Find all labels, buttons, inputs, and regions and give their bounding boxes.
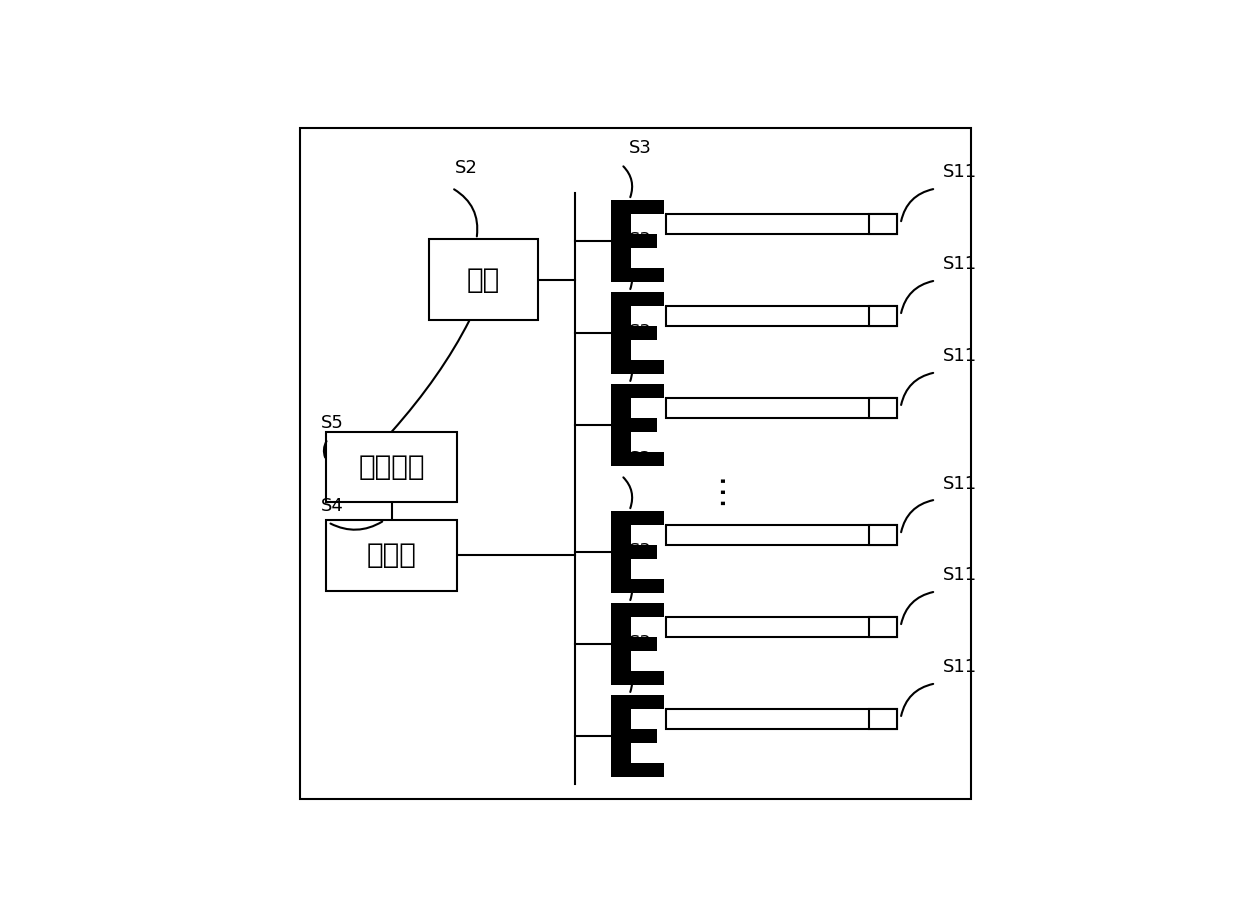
Bar	[869, 306, 897, 326]
Text: S4: S4	[321, 498, 343, 515]
Bar	[631, 510, 663, 525]
Bar	[631, 234, 657, 248]
Bar	[666, 397, 897, 418]
Bar	[631, 200, 663, 214]
Text: S3: S3	[629, 634, 651, 652]
Bar	[666, 525, 897, 544]
Bar	[631, 695, 663, 709]
Bar	[869, 525, 897, 544]
Bar	[611, 384, 631, 465]
Text: 挡板: 挡板	[467, 266, 500, 294]
Text: S11: S11	[942, 163, 977, 182]
Bar	[326, 431, 458, 502]
Text: S11: S11	[942, 566, 977, 585]
Bar	[666, 617, 897, 637]
Bar	[869, 214, 897, 234]
Bar	[611, 603, 631, 685]
Bar	[666, 306, 897, 326]
Text: 控制器: 控制器	[367, 542, 417, 569]
Text: S5: S5	[321, 414, 343, 431]
Text: S11: S11	[942, 475, 977, 493]
Bar	[631, 418, 657, 431]
Bar	[631, 360, 663, 374]
Bar	[631, 544, 657, 559]
Bar	[631, 763, 663, 777]
Text: S3: S3	[629, 140, 651, 157]
Text: S3: S3	[629, 231, 651, 250]
Bar	[869, 617, 897, 637]
Bar	[326, 521, 458, 591]
Bar	[869, 709, 897, 729]
Bar	[631, 579, 663, 593]
Text: S2: S2	[455, 160, 479, 177]
Bar	[631, 637, 657, 651]
Bar	[666, 709, 897, 729]
Text: S11: S11	[942, 658, 977, 677]
Text: S11: S11	[942, 347, 977, 365]
Text: S3: S3	[629, 451, 651, 468]
Text: S3: S3	[629, 543, 651, 560]
Bar	[611, 695, 631, 777]
Bar	[869, 397, 897, 418]
Bar	[631, 326, 657, 340]
Bar	[611, 292, 631, 374]
Text: S11: S11	[942, 255, 977, 274]
Bar	[666, 214, 897, 234]
Bar	[631, 452, 663, 465]
Bar	[631, 603, 663, 617]
Bar	[631, 292, 663, 306]
Bar	[631, 384, 663, 397]
Bar	[631, 729, 657, 743]
Text: ⋯: ⋯	[704, 472, 737, 505]
Bar	[429, 240, 538, 320]
Text: 控制电机: 控制电机	[358, 453, 425, 481]
Bar	[631, 671, 663, 685]
Bar	[631, 268, 663, 282]
Text: S3: S3	[629, 323, 651, 341]
Bar	[611, 510, 631, 593]
Bar	[611, 200, 631, 282]
